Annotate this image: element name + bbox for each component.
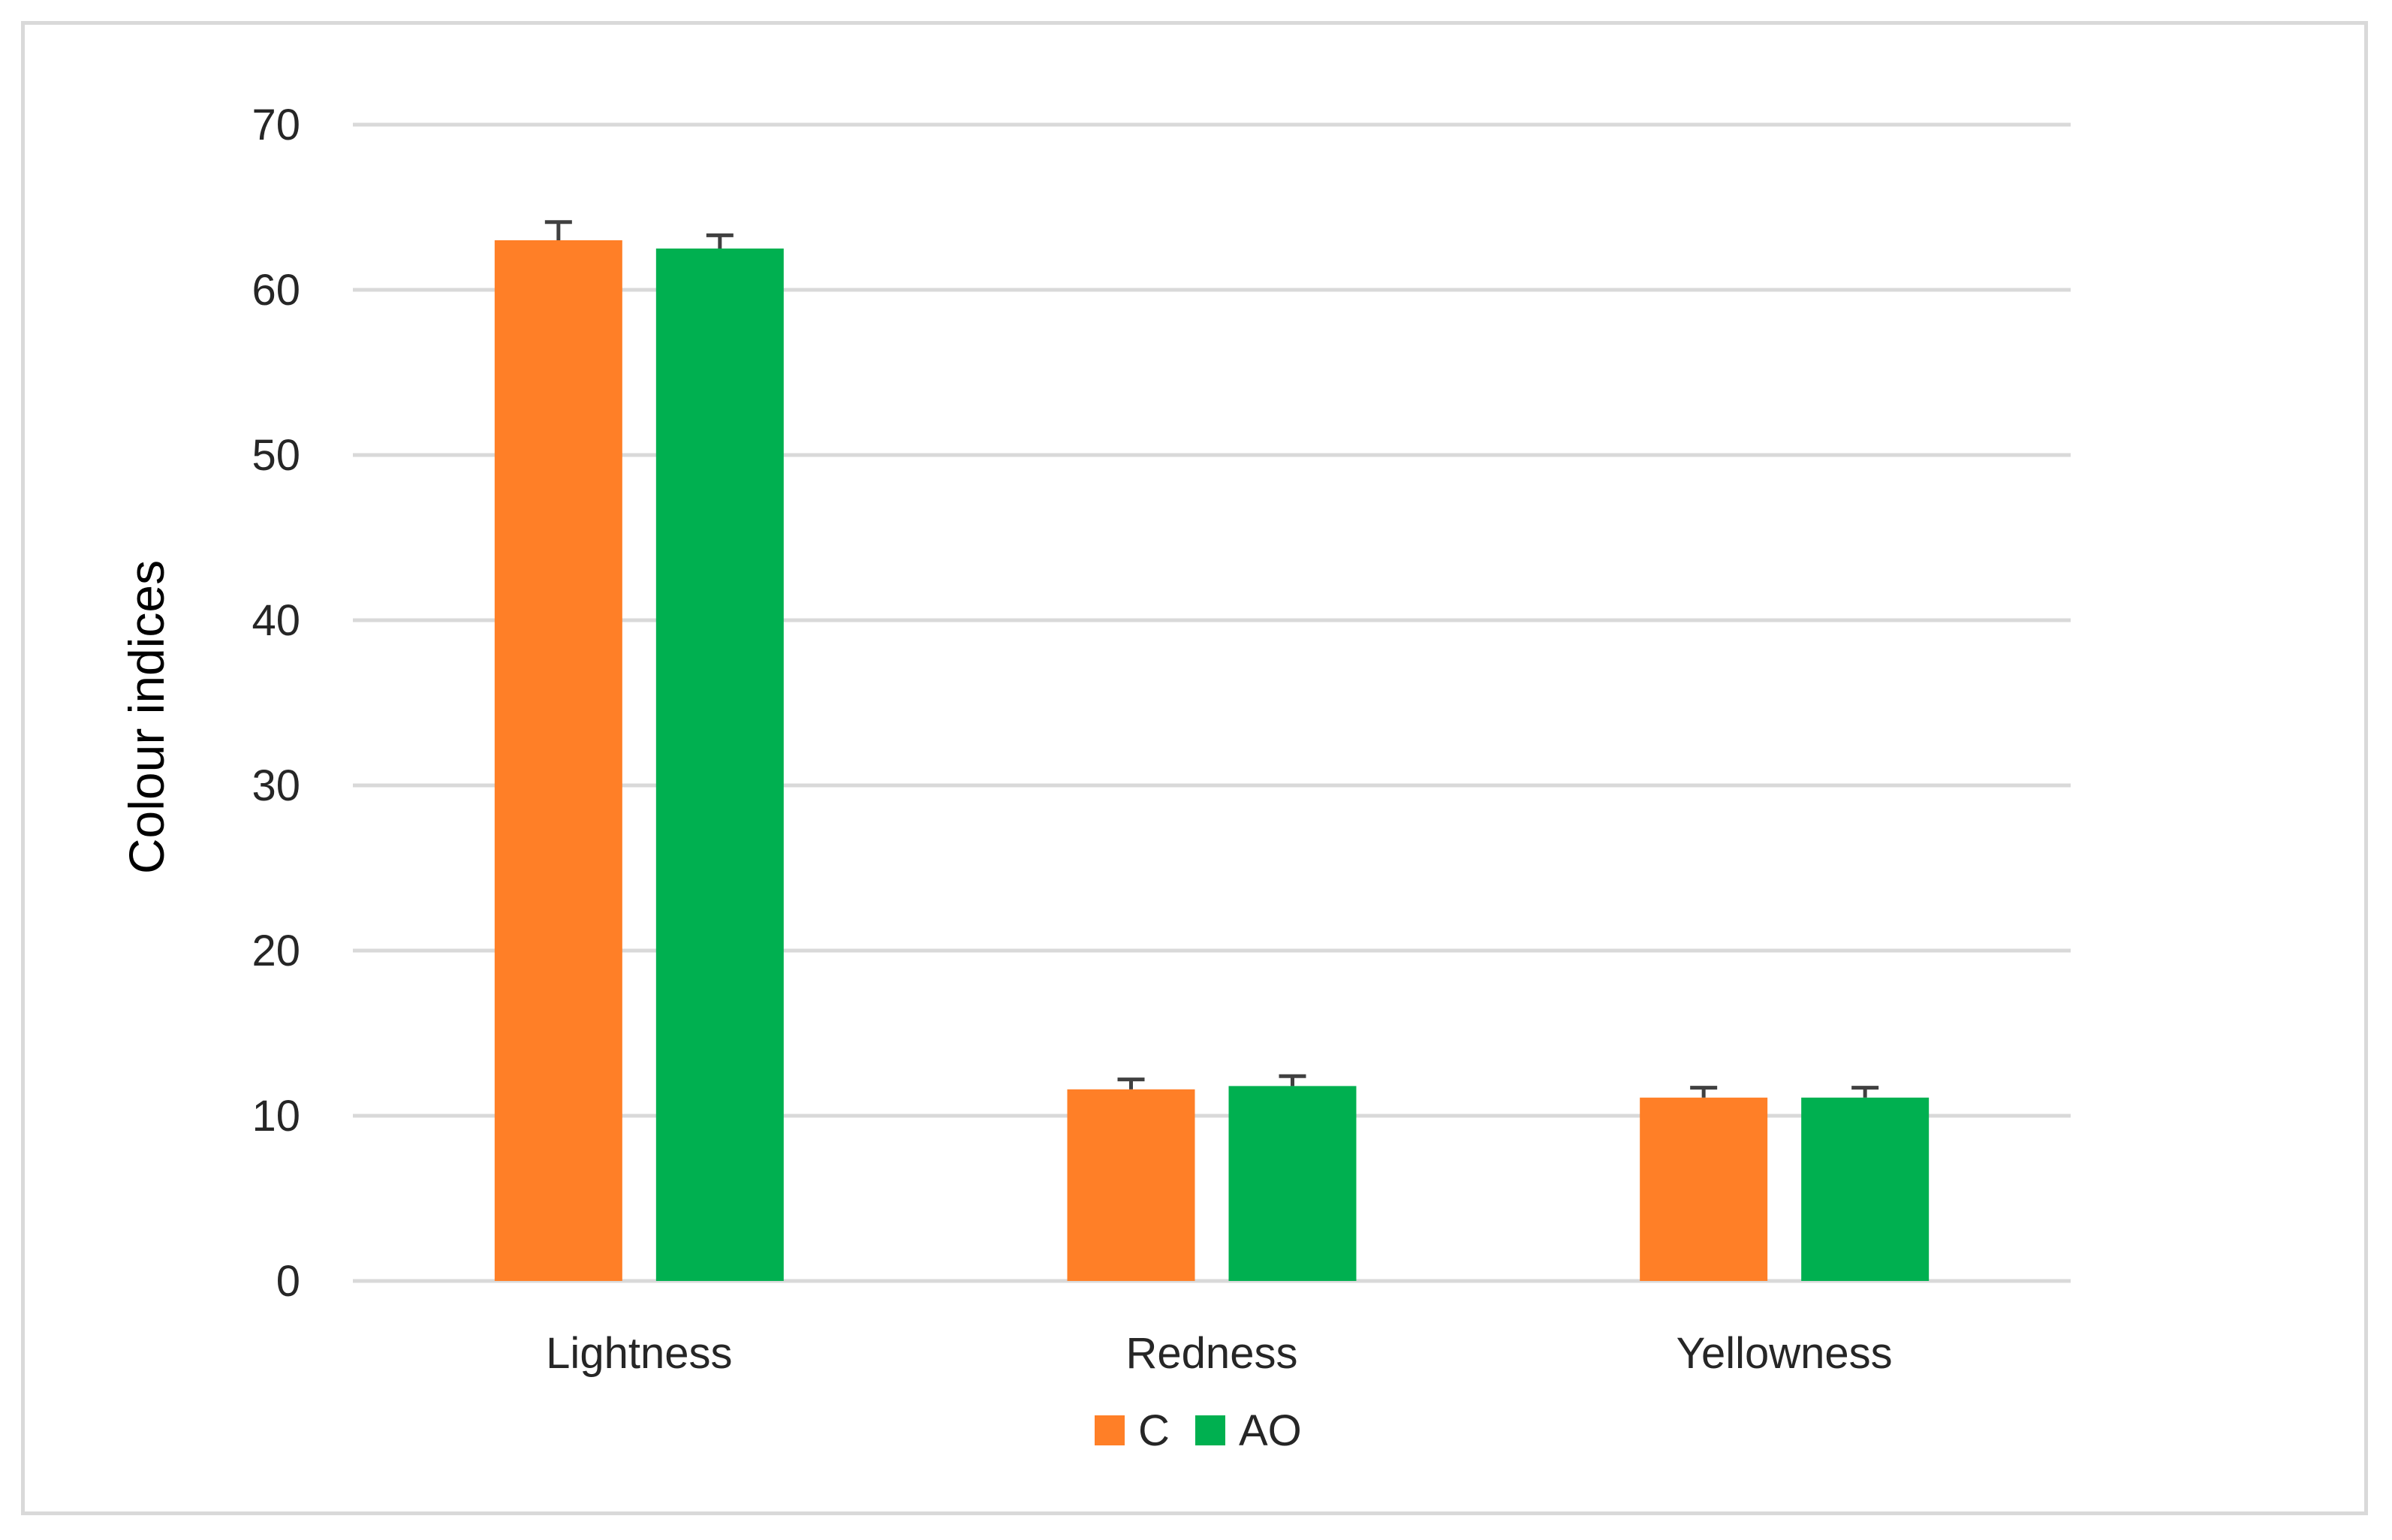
y-tick-label: 30 (252, 761, 300, 810)
error-bar-c-yellowness (1690, 1086, 1718, 1098)
y-tick-label: 0 (276, 1257, 300, 1306)
legend-swatch (1095, 1415, 1125, 1445)
y-axis-title: Colour indices (119, 560, 174, 874)
bar-c-yellowness (1640, 1097, 1768, 1281)
y-tick-label: 10 (252, 1092, 300, 1141)
x-tick-label: Yellowness (1677, 1329, 1893, 1378)
error-bar-ao-yellowness (1851, 1086, 1879, 1098)
y-tick-label: 70 (252, 101, 300, 149)
error-bars (544, 220, 1879, 1098)
bar-ao-redness (1228, 1086, 1357, 1281)
bars (494, 240, 1930, 1281)
bar-ao-yellowness (1801, 1097, 1930, 1281)
legend-label: C (1138, 1406, 1170, 1455)
bar-ao-lightness (655, 249, 784, 1281)
bar-c-redness (1067, 1089, 1195, 1281)
legend-item-ao: AO (1195, 1406, 1302, 1455)
y-tick-label: 40 (252, 596, 300, 645)
bar-c-lightness (494, 240, 622, 1281)
y-axis-ticks: 0 10 20 30 40 50 60 70 (252, 101, 300, 1306)
x-tick-label: Redness (1126, 1329, 1298, 1378)
error-bar-c-lightness (544, 220, 572, 240)
legend-label: AO (1239, 1406, 1302, 1455)
y-tick-label: 60 (252, 266, 300, 315)
error-bar-ao-lightness (706, 233, 734, 249)
error-bar-ao-redness (1279, 1074, 1306, 1086)
legend-item-c: C (1095, 1406, 1170, 1455)
legend: C AO (1095, 1406, 1302, 1455)
x-tick-label: Lightness (546, 1329, 732, 1378)
y-tick-label: 50 (252, 431, 300, 480)
legend-swatch (1195, 1415, 1225, 1445)
error-bar-c-redness (1117, 1077, 1145, 1089)
gridlines (353, 122, 2071, 1283)
x-axis-ticks: Lightness Redness Yellowness (546, 1329, 1893, 1378)
y-tick-label: 20 (252, 927, 300, 975)
